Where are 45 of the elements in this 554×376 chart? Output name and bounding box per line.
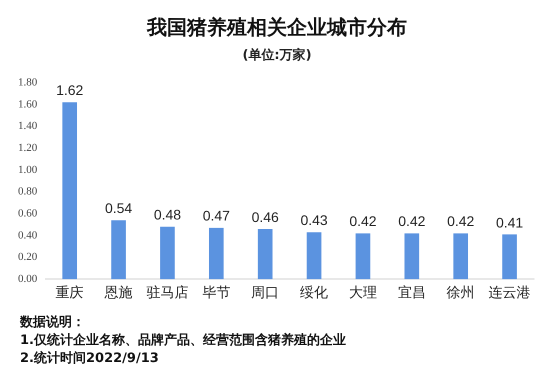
bar [62,102,78,280]
x-tick-label: 宜昌 [398,285,426,302]
y-tick-label: 1.20 [18,142,38,154]
x-tick-label: 绥化 [300,285,328,302]
bar [111,220,126,280]
y-tick-label: 1.00 [18,164,38,176]
data-label: 0.42 [349,213,377,230]
bar [306,232,322,280]
y-tick-label: 1.80 [18,76,38,88]
chart-subtitle: (单位:万家) [241,46,313,64]
bar [258,228,273,280]
y-tick-label: 0.00 [18,273,38,286]
bar [502,234,517,280]
y-tick-label: 0.60 [18,208,38,220]
text: 数据说明： [20,314,86,332]
data-label: 0.42 [447,213,475,230]
data-label: 0.46 [252,208,280,225]
data-label: 0.43 [300,212,328,228]
bar [356,233,370,280]
y-tick-label: 1.60 [18,98,38,110]
bar [208,228,224,280]
bar [453,233,468,280]
data-label: 1.62 [56,82,84,98]
x-tick-label: 恩施 [104,285,133,302]
data-label: 0.48 [154,206,182,223]
y-tick-label: 0.40 [18,229,38,242]
x-tick-label: 周口 [251,285,280,302]
y-tick-label: 0.20 [18,251,38,264]
x-tick-label: 连云港 [488,285,531,302]
x-tick-label: 毕节 [202,285,230,302]
text: 1.仅统计企业名称、品牌产品、经营范围含猪养殖的企业 [20,332,346,350]
y-tick-label: 0.80 [18,186,38,198]
text: 2.统计时间2022/9/13 [20,350,160,368]
data-label: 0.42 [398,213,426,230]
bar [160,226,175,280]
data-label: 0.54 [104,200,132,216]
x-tick-label: 大理 [348,285,377,302]
bar [404,233,420,280]
y-tick-label: 1.40 [18,120,38,132]
chart-title: 我国猪养殖相关企业城市分布 [146,14,408,41]
x-tick-label: 徐州 [446,285,475,302]
data-label: 0.47 [202,208,230,224]
x-tick-label: 重庆 [56,285,84,302]
data-label: 0.41 [496,214,524,230]
x-tick-label: 驻马店 [146,285,188,302]
